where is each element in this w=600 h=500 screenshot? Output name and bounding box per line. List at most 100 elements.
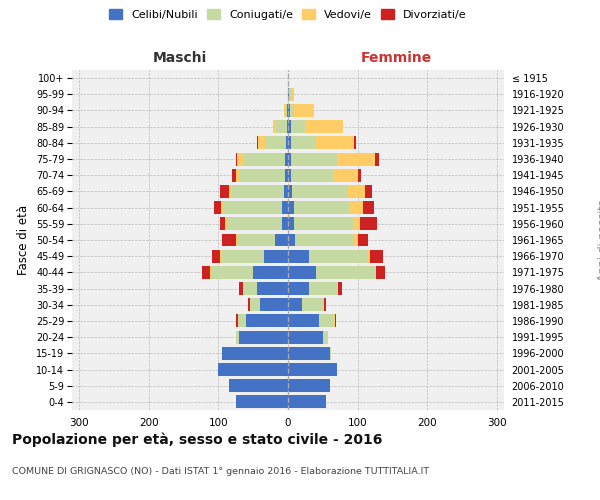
- Bar: [348, 185, 365, 198]
- Bar: [220, 185, 229, 198]
- Bar: [284, 169, 288, 181]
- Bar: [288, 104, 290, 117]
- Bar: [283, 218, 288, 230]
- Bar: [288, 152, 292, 166]
- Bar: [288, 250, 309, 262]
- Bar: [358, 234, 368, 246]
- Bar: [288, 396, 326, 408]
- Bar: [229, 185, 232, 198]
- Bar: [260, 298, 288, 311]
- Bar: [288, 266, 316, 279]
- Bar: [250, 298, 260, 311]
- Bar: [338, 282, 341, 295]
- Bar: [324, 298, 326, 311]
- Bar: [354, 234, 358, 246]
- Bar: [225, 218, 227, 230]
- Bar: [288, 379, 330, 392]
- Bar: [292, 152, 337, 166]
- Bar: [275, 234, 288, 246]
- Bar: [353, 218, 360, 230]
- Bar: [246, 314, 288, 328]
- Bar: [283, 201, 288, 214]
- Bar: [243, 152, 284, 166]
- Bar: [237, 234, 275, 246]
- Y-axis label: Fasce di età: Fasce di età: [17, 205, 31, 275]
- Bar: [363, 201, 374, 214]
- Bar: [236, 234, 237, 246]
- Bar: [236, 314, 238, 328]
- Bar: [337, 152, 375, 166]
- Bar: [376, 266, 385, 279]
- Bar: [288, 185, 292, 198]
- Bar: [223, 201, 283, 214]
- Bar: [288, 314, 319, 328]
- Bar: [368, 250, 370, 262]
- Bar: [276, 120, 287, 133]
- Bar: [214, 201, 221, 214]
- Bar: [288, 347, 330, 360]
- Bar: [291, 88, 293, 101]
- Bar: [210, 266, 211, 279]
- Bar: [288, 298, 302, 311]
- Bar: [293, 104, 314, 117]
- Bar: [288, 120, 291, 133]
- Bar: [288, 169, 292, 181]
- Bar: [288, 282, 309, 295]
- Bar: [211, 266, 253, 279]
- Bar: [309, 250, 368, 262]
- Bar: [288, 330, 323, 344]
- Bar: [257, 136, 258, 149]
- Bar: [248, 298, 250, 311]
- Bar: [218, 363, 288, 376]
- Bar: [288, 88, 289, 101]
- Bar: [358, 169, 361, 181]
- Bar: [236, 330, 239, 344]
- Bar: [212, 250, 220, 262]
- Bar: [286, 136, 288, 149]
- Bar: [220, 250, 222, 262]
- Bar: [284, 152, 288, 166]
- Bar: [232, 185, 284, 198]
- Bar: [284, 104, 285, 117]
- Bar: [263, 250, 288, 262]
- Bar: [202, 266, 210, 279]
- Bar: [222, 250, 263, 262]
- Bar: [292, 169, 333, 181]
- Bar: [302, 298, 323, 311]
- Bar: [236, 169, 239, 181]
- Bar: [323, 298, 324, 311]
- Text: Popolazione per età, sesso e stato civile - 2016: Popolazione per età, sesso e stato civil…: [12, 432, 382, 447]
- Bar: [265, 136, 286, 149]
- Bar: [288, 363, 337, 376]
- Bar: [222, 347, 288, 360]
- Bar: [239, 169, 284, 181]
- Bar: [288, 136, 292, 149]
- Bar: [285, 104, 287, 117]
- Bar: [292, 136, 316, 149]
- Bar: [293, 218, 353, 230]
- Bar: [305, 120, 343, 133]
- Bar: [291, 120, 305, 133]
- Bar: [289, 88, 291, 101]
- Bar: [284, 185, 288, 198]
- Bar: [221, 201, 223, 214]
- Bar: [335, 314, 336, 328]
- Legend: Celibi/Nubili, Coniugati/e, Vedovi/e, Divorziati/e: Celibi/Nubili, Coniugati/e, Vedovi/e, Di…: [106, 6, 470, 23]
- Bar: [236, 152, 237, 166]
- Bar: [316, 266, 375, 279]
- Bar: [330, 347, 331, 360]
- Text: Maschi: Maschi: [153, 51, 207, 65]
- Bar: [272, 120, 276, 133]
- Bar: [239, 330, 288, 344]
- Bar: [292, 185, 348, 198]
- Bar: [239, 282, 243, 295]
- Bar: [309, 282, 337, 295]
- Bar: [375, 266, 376, 279]
- Bar: [316, 136, 354, 149]
- Bar: [290, 104, 293, 117]
- Bar: [293, 201, 349, 214]
- Bar: [354, 136, 356, 149]
- Text: Femmine: Femmine: [361, 51, 431, 65]
- Bar: [253, 266, 288, 279]
- Bar: [323, 330, 328, 344]
